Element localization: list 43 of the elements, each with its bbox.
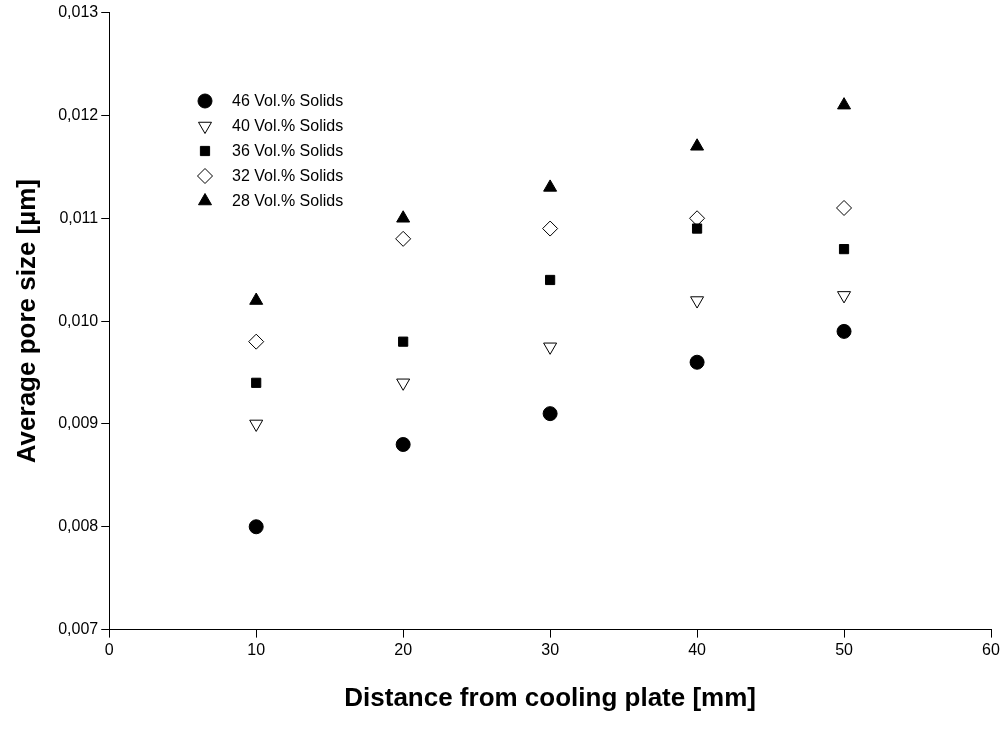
x-tick-label: 50 (835, 640, 854, 658)
point (249, 292, 264, 305)
legend-label: 40 Vol.% Solids (232, 116, 344, 135)
y-tick-label: 0,010 (58, 311, 99, 329)
y-tick-label: 0,009 (58, 414, 99, 432)
y-tick-label: 0,012 (58, 105, 99, 123)
point (691, 223, 703, 234)
point (248, 333, 265, 350)
point (251, 377, 262, 388)
x-tick-label: 60 (982, 640, 1000, 658)
point (248, 519, 264, 535)
y-tick-label: 0,013 (58, 3, 99, 21)
x-axis-title: Distance from cooling plate [mm] (344, 681, 756, 712)
x-tick-label: 10 (247, 640, 266, 658)
x-tick-label: 20 (394, 640, 413, 658)
point (542, 406, 558, 422)
y-tick-label: 0,011 (59, 208, 99, 226)
x-tick-label: 0 (104, 640, 114, 658)
point (545, 274, 556, 286)
point (398, 336, 409, 347)
point (690, 138, 705, 151)
point (542, 220, 559, 237)
point (836, 199, 853, 216)
point (689, 354, 705, 370)
point (396, 378, 411, 391)
y-tick-label: 0,007 (58, 620, 99, 638)
x-tick-label: 40 (688, 640, 707, 658)
point (837, 97, 852, 110)
x-tick-label: 30 (541, 640, 560, 658)
point (838, 244, 850, 255)
legend-label: 46 Vol.% Solids (232, 91, 344, 110)
y-tick-label: 0,008 (58, 517, 99, 535)
legend-label: 32 Vol.% Solids (232, 166, 344, 185)
legend-label: 36 Vol.% Solids (232, 141, 344, 160)
point (395, 230, 412, 247)
point (543, 342, 558, 355)
point (395, 437, 411, 452)
point (836, 323, 852, 339)
point (543, 179, 558, 192)
legend-label: 28 Vol.% Solids (232, 191, 344, 210)
point (249, 419, 264, 432)
y-axis-title: Average pore size [µm] (10, 178, 41, 464)
point (396, 210, 411, 223)
